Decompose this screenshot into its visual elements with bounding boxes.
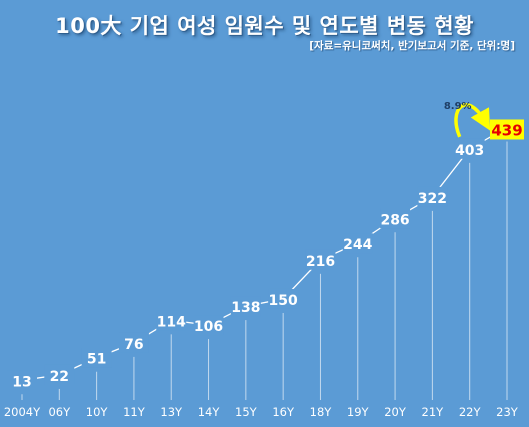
data-label-bg-06Y — [44, 364, 75, 385]
highlight-label-group: 439 — [490, 119, 524, 140]
data-label-bg-19Y — [342, 233, 373, 254]
data-label-11Y: 76 — [124, 337, 143, 353]
data-label-bg-13Y — [156, 310, 187, 331]
data-label-20Y: 286 — [380, 212, 409, 228]
highlight-box — [490, 119, 524, 140]
x-tick-label-18Y: 18Y — [310, 405, 333, 419]
chart-source-note: [자료=유니코써치, 반기보고서 기준, 단위:명] — [309, 40, 515, 52]
data-label-22Y: 403 — [455, 143, 484, 159]
data-label-16Y: 150 — [269, 293, 298, 309]
data-label-bg-2004Y — [7, 370, 37, 391]
data-label-bg-14Y — [193, 315, 224, 336]
x-tick-label-14Y: 14Y — [198, 405, 221, 419]
x-tick-label-06Y: 06Y — [48, 405, 71, 419]
data-label-2004Y: 13 — [12, 374, 31, 390]
x-tick-label-10Y: 10Y — [86, 405, 109, 419]
data-label-bg-22Y — [454, 138, 485, 159]
data-label-bg-18Y — [305, 249, 336, 270]
x-tick-label-15Y: 15Y — [235, 405, 258, 419]
x-tick-label-20Y: 20Y — [384, 405, 407, 419]
data-label-23Y: 439 — [491, 121, 522, 139]
data-label-bg-20Y — [380, 208, 411, 229]
data-label-18Y: 216 — [306, 254, 335, 270]
growth-annotation: 8.9% — [444, 101, 472, 112]
data-label-21Y: 322 — [418, 191, 447, 207]
x-tick-label-22Y: 22Y — [459, 405, 482, 419]
x-tick-label-21Y: 21Y — [422, 405, 445, 419]
data-label-bg-10Y — [81, 347, 112, 368]
data-label-14Y: 106 — [194, 319, 223, 335]
data-label-10Y: 51 — [87, 352, 106, 368]
growth-arrow — [454, 103, 491, 138]
chart-title: 100大 기업 여성 임원수 및 연도별 변동 현황 — [55, 14, 474, 38]
data-label-bg-15Y — [230, 296, 261, 317]
x-tick-label-19Y: 19Y — [347, 405, 370, 419]
data-label-13Y: 114 — [157, 314, 186, 330]
x-tick-label-13Y: 13Y — [160, 405, 183, 419]
x-tick-label-16Y: 16Y — [272, 405, 295, 419]
data-label-06Y: 22 — [50, 369, 69, 385]
x-tick-label-2004Y: 2004Y — [4, 405, 41, 419]
series-line — [21, 126, 508, 381]
data-label-bg-11Y — [118, 332, 149, 353]
data-label-bg-21Y — [417, 186, 448, 207]
data-label-19Y: 244 — [343, 237, 372, 253]
x-tick-label-11Y: 11Y — [123, 405, 146, 419]
data-label-15Y: 138 — [231, 300, 260, 316]
x-tick-label-23Y: 23Y — [496, 405, 519, 419]
data-label-bg-16Y — [268, 288, 299, 309]
